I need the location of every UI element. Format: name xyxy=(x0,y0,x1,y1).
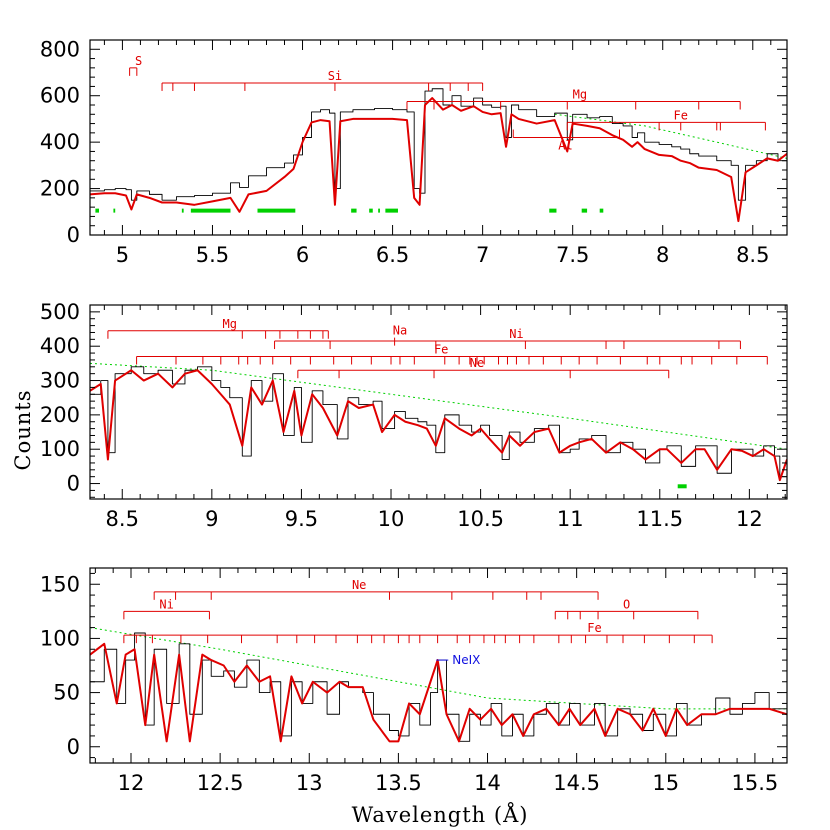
x-tick-label: 6.5 xyxy=(376,243,409,267)
x-tick-label: 10 xyxy=(378,507,405,531)
plot-frame xyxy=(89,304,788,500)
panel-middle: Mg Na Ni Fe Ne 8.5 9 9.5 10 10.5 11 11.5 12 0 100 200 30… xyxy=(40,300,788,531)
y-tick-label: 200 xyxy=(40,403,80,427)
x-tick-label: 11 xyxy=(557,507,584,531)
x-tick-label: 11.5 xyxy=(636,507,683,531)
ion-label-mg: Mg xyxy=(573,88,587,102)
ion-label-ne: Ne xyxy=(470,356,484,370)
x-tick-label: 5.5 xyxy=(196,243,229,267)
x-tick-label: 5 xyxy=(116,243,129,267)
plot-area xyxy=(90,88,787,223)
plot-area xyxy=(90,627,787,743)
ion-label-s: S xyxy=(135,54,142,68)
y-tick-label: 300 xyxy=(40,369,80,393)
x-tick-label: 8.5 xyxy=(106,507,139,531)
x-tick-label: 8.5 xyxy=(736,243,769,267)
x-tick-label: 7.5 xyxy=(556,243,589,267)
y-tick-label: 500 xyxy=(40,300,80,324)
panel-bottom: Ne Ni O Fe NeIX 12 12.5 13 13.5 14 14.5 15 15.5 0 50 10… xyxy=(40,567,788,795)
x-tick-label: 8 xyxy=(656,243,669,267)
x-tick-label: 12.5 xyxy=(197,771,244,795)
x-tick-label: 9.5 xyxy=(285,507,318,531)
x-tick-label: 13.5 xyxy=(375,771,422,795)
y-tick-label: 800 xyxy=(40,37,80,61)
ion-label-al: Al xyxy=(558,139,572,153)
series-data-line xyxy=(90,88,787,201)
plot-area xyxy=(90,362,787,489)
x-tick-label: 10.5 xyxy=(457,507,504,531)
series-continuum-line xyxy=(554,113,787,159)
y-tick-label: 100 xyxy=(40,437,80,461)
y-tick-label: 400 xyxy=(40,334,80,358)
ion-label-mg: Mg xyxy=(223,317,237,331)
ion-label-fe: Fe xyxy=(587,621,601,635)
y-tick-label: 100 xyxy=(40,626,80,650)
x-tick-label: 12 xyxy=(118,771,145,795)
y-tick-label: 0 xyxy=(67,472,80,496)
y-tick-label: 200 xyxy=(40,177,80,201)
x-tick-label: 9 xyxy=(205,507,218,531)
y-axis-title: Counts xyxy=(11,390,35,471)
ion-label-ni: Ni xyxy=(159,597,173,611)
series-model-line xyxy=(90,369,787,482)
series-model-line xyxy=(90,97,787,223)
plot-frame xyxy=(89,39,788,236)
ion-label-ni: Ni xyxy=(509,327,523,341)
ion-label-ne: Ne xyxy=(352,578,366,592)
panel-top: S Si Mg Fe Al 5 5.5 6 6.5 7 7.5 8 8.5 0 200 400 600 800 xyxy=(40,37,788,267)
plot-frame xyxy=(89,567,788,764)
y-tick-label: 50 xyxy=(53,681,80,705)
ion-label-fe: Fe xyxy=(674,108,688,122)
ion-label-si: Si xyxy=(328,69,342,83)
y-tick-label: 0 xyxy=(67,223,80,247)
x-tick-label: 15.5 xyxy=(732,771,779,795)
series-data-line xyxy=(90,632,787,742)
series-continuum-line xyxy=(90,362,787,450)
annotation-label: NeIX xyxy=(452,653,480,667)
x-tick-label: 14.5 xyxy=(553,771,600,795)
x-tick-label: 12 xyxy=(736,507,763,531)
y-tick-label: 150 xyxy=(40,572,80,596)
x-tick-label: 14 xyxy=(474,771,501,795)
series-model-line xyxy=(90,642,787,743)
x-tick-label: 13 xyxy=(296,771,323,795)
x-tick-label: 6 xyxy=(296,243,309,267)
ion-label-fe: Fe xyxy=(434,343,448,357)
y-tick-label: 400 xyxy=(40,130,80,154)
ion-label-o: O xyxy=(623,597,630,611)
x-tick-label: 7 xyxy=(476,243,489,267)
x-axis-title: Wavelength (Å) xyxy=(352,802,529,827)
series-data-line xyxy=(90,366,787,478)
ion-label-na: Na xyxy=(393,324,407,338)
y-tick-label: 0 xyxy=(67,735,80,759)
y-tick-label: 600 xyxy=(40,84,80,108)
x-tick-label: 15 xyxy=(652,771,679,795)
